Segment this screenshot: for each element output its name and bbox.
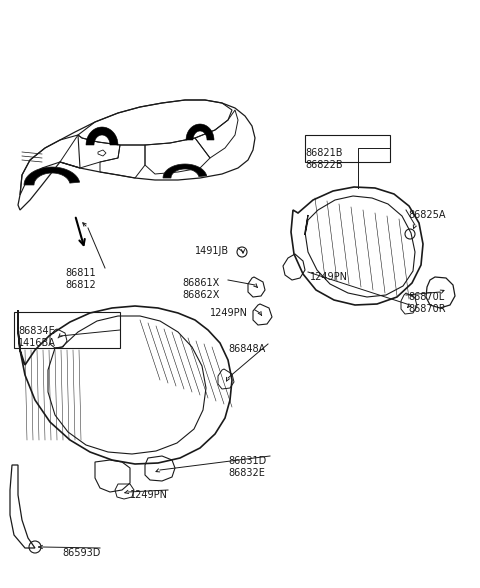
Text: 1249PN: 1249PN [210,308,248,318]
Text: 86811
86812: 86811 86812 [65,268,96,290]
Text: 86593D: 86593D [62,548,100,558]
Text: 86825A: 86825A [408,210,445,220]
Text: 1491JB: 1491JB [195,246,229,256]
Bar [305,135,390,162]
Text: 86848A: 86848A [228,344,265,354]
Polygon shape [163,164,207,178]
Text: 86834E
1416BA: 86834E 1416BA [18,326,56,348]
Text: 1249PN: 1249PN [310,272,348,282]
Text: 1249PN: 1249PN [130,490,168,500]
Text: 86870L
86870R: 86870L 86870R [408,292,445,313]
Bar [14,312,120,348]
Text: 86831D
86832E: 86831D 86832E [228,456,266,477]
Polygon shape [86,127,118,145]
Polygon shape [24,167,80,185]
Text: 86821B
86822B: 86821B 86822B [305,148,343,169]
Polygon shape [186,124,214,140]
Text: 86861X
86862X: 86861X 86862X [182,278,219,300]
